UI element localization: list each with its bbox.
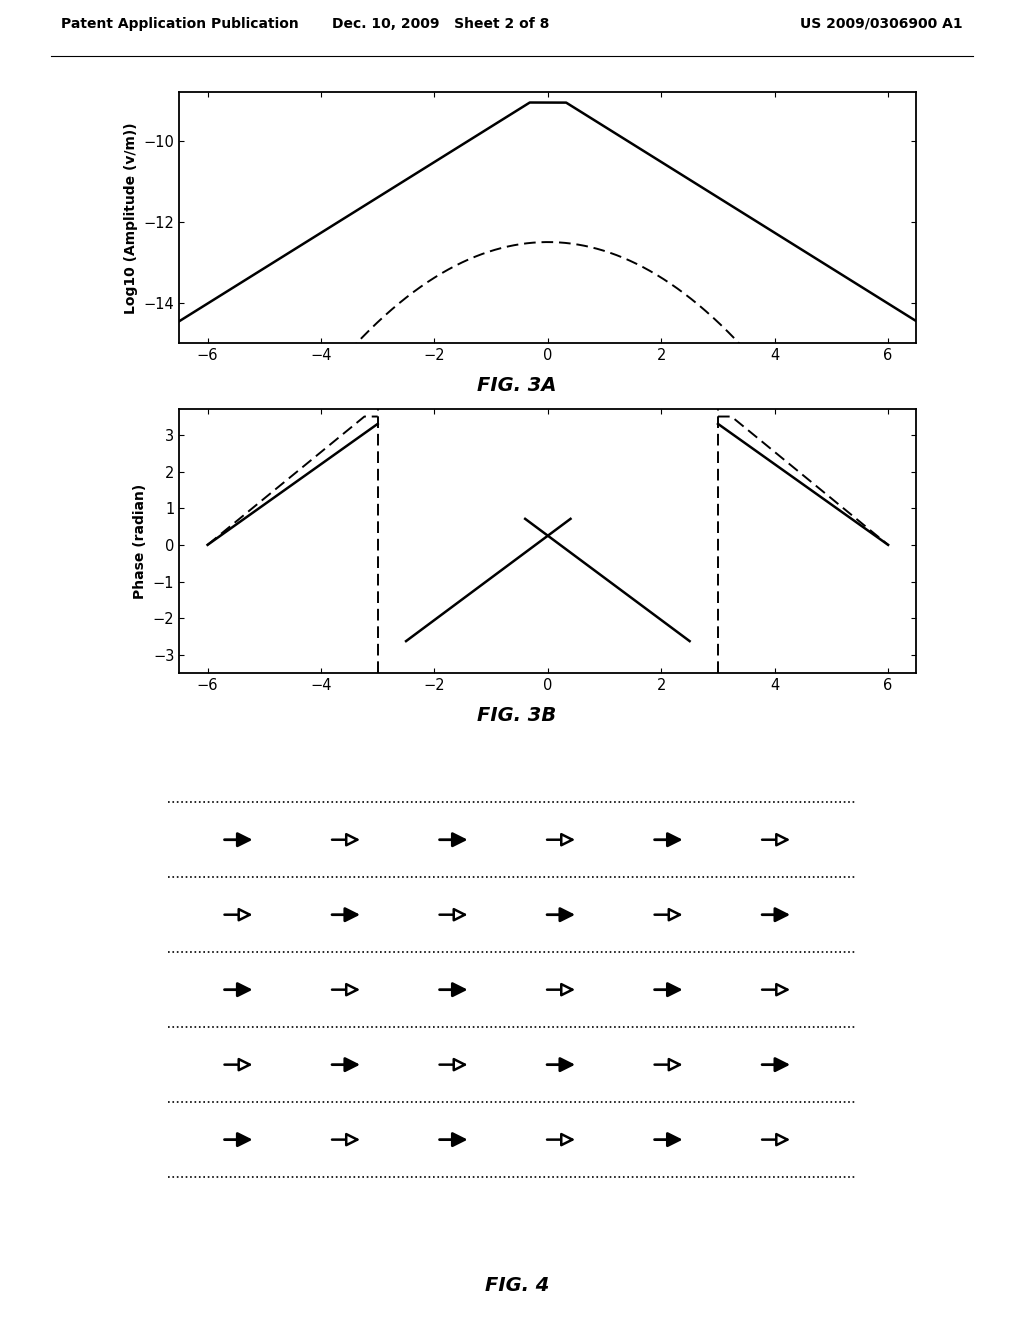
- Text: FIG. 3B: FIG. 3B: [477, 706, 557, 725]
- Text: FIG. 3A: FIG. 3A: [477, 376, 557, 395]
- Text: FIG. 4: FIG. 4: [485, 1276, 549, 1295]
- Text: US 2009/0306900 A1: US 2009/0306900 A1: [800, 17, 963, 30]
- Y-axis label: Phase (radian): Phase (radian): [133, 483, 147, 599]
- Y-axis label: Log10 (Amplitude (v/m)): Log10 (Amplitude (v/m)): [124, 121, 138, 314]
- Text: Dec. 10, 2009   Sheet 2 of 8: Dec. 10, 2009 Sheet 2 of 8: [332, 17, 549, 30]
- Text: Patent Application Publication: Patent Application Publication: [61, 17, 299, 30]
